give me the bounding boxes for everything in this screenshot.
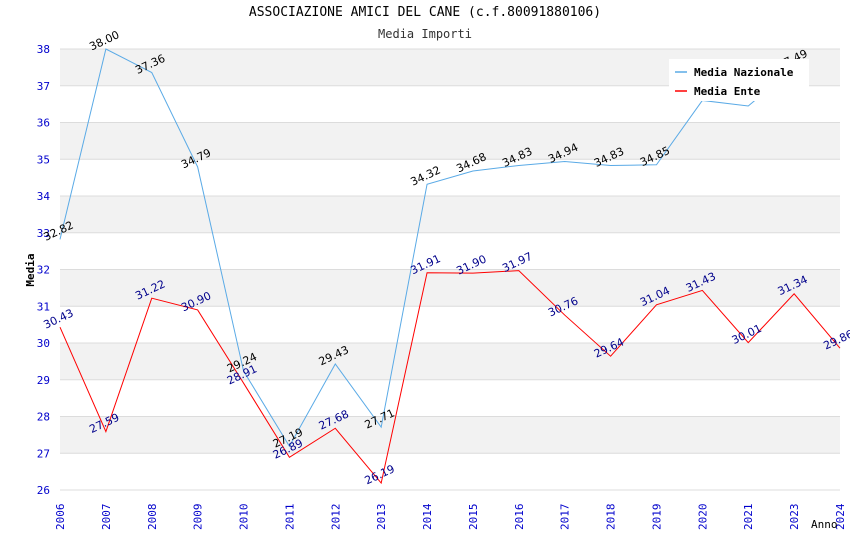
y-tick-label: 33 xyxy=(37,227,50,240)
y-tick-label: 36 xyxy=(37,117,50,130)
y-tick-label: 37 xyxy=(37,80,50,93)
y-tick-label: 29 xyxy=(37,374,50,387)
y-tick-label: 35 xyxy=(37,153,50,166)
data-label: 34.32 xyxy=(409,164,443,189)
x-tick-label: 2015 xyxy=(467,504,480,531)
y-tick-label: 31 xyxy=(37,300,50,313)
data-label: 26.19 xyxy=(363,462,397,487)
x-tick-label: 2014 xyxy=(421,503,434,530)
x-tick-label: 2013 xyxy=(375,504,388,531)
y-tick-label: 26 xyxy=(37,484,50,497)
legend-box xyxy=(669,59,809,101)
x-tick-label: 2023 xyxy=(788,504,801,531)
series-line xyxy=(59,48,795,448)
y-axis-label: Media xyxy=(24,253,37,286)
x-tick-label: 2011 xyxy=(283,504,296,531)
grid-band xyxy=(60,196,840,233)
x-tick-label: 2010 xyxy=(238,504,251,531)
x-tick-label: 2018 xyxy=(605,504,618,531)
x-tick-label: 2020 xyxy=(696,504,709,531)
legend-label: Media Ente xyxy=(694,85,761,98)
chart-title: ASSOCIAZIONE AMICI DEL CANE (c.f.8009188… xyxy=(248,5,602,20)
y-tick-label: 38 xyxy=(37,43,50,56)
x-tick-label: 2007 xyxy=(100,504,113,531)
x-tick-label: 2017 xyxy=(559,504,572,531)
y-tick-label: 32 xyxy=(37,264,50,277)
x-tick-label: 2012 xyxy=(329,504,342,531)
data-label: 32.82 xyxy=(41,219,75,244)
x-tick-label: 2019 xyxy=(650,504,663,531)
y-tick-label: 34 xyxy=(37,190,51,203)
x-tick-label: 2009 xyxy=(192,504,205,531)
x-tick-label: 2024 xyxy=(834,503,847,530)
x-axis-label: Anno xyxy=(811,518,838,531)
x-tick-label: 2016 xyxy=(513,504,526,531)
grid-band xyxy=(60,122,840,160)
grid-band xyxy=(60,416,840,454)
y-tick-label: 30 xyxy=(37,337,50,350)
grid-band xyxy=(60,269,840,307)
grid-band xyxy=(60,343,840,380)
legend-label: Media Nazionale xyxy=(694,66,794,79)
x-tick-label: 2021 xyxy=(742,504,755,531)
y-tick-label: 28 xyxy=(37,411,50,424)
x-tick-label: 2008 xyxy=(146,504,159,531)
chart-subtitle: Media Importi xyxy=(378,27,472,41)
x-tick-label: 2006 xyxy=(54,504,67,531)
series-line xyxy=(59,270,841,485)
y-tick-label: 27 xyxy=(37,447,50,460)
